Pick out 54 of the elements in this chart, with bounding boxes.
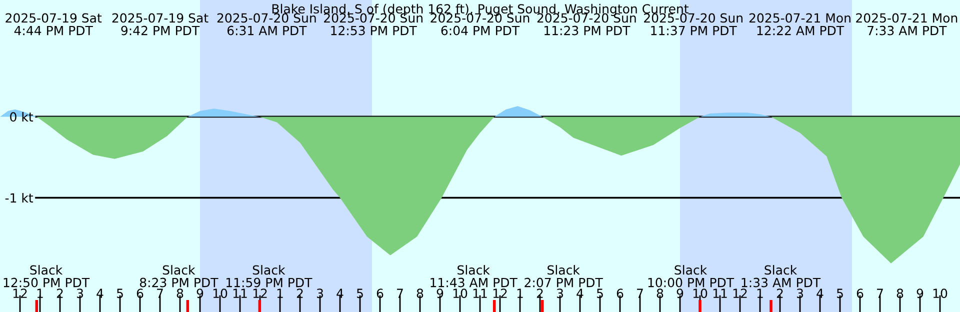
x-tick-label: 5 [596,288,603,298]
annotation: 2025-07-21 Mon 7:33 AM PDT [856,13,958,36]
x-tick-label: 5 [836,288,843,298]
x-tick-label: 10 [693,288,708,298]
x-tick-label: 5 [116,288,123,298]
annotation: 2025-07-19 Sat 4:44 PM PDT [6,13,102,36]
annotation: 2025-07-19 Sat 9:42 PM PDT [112,13,208,36]
x-tick-label: 2 [296,288,303,298]
x-tick-label: 10 [933,288,948,298]
annotation: Slack 11:59 PM PDT [226,265,312,288]
x-tick-label: 10 [453,288,468,298]
x-tick-label: 3 [76,288,83,298]
x-tick-label: 5 [356,288,363,298]
x-tick-label: 4 [816,288,824,298]
x-tick-label: 9 [916,288,924,298]
annotation: 2025-07-20 Sun 6:31 AM PDT [217,13,316,36]
y-tick-label: 0 kt [10,112,34,122]
x-tick-label: 6 [856,288,864,298]
x-tick-label: 6 [376,288,384,298]
annotation: Slack 8:23 PM PDT [140,265,218,288]
x-tick-label: 3 [556,288,563,298]
x-tick-label: 12 [733,288,747,298]
annotation: Slack 12:50 PM PDT [4,265,90,288]
annotation: Slack 10:00 PM PDT [648,265,734,288]
x-tick-label: 6 [136,288,144,298]
x-tick-label: 8 [896,288,904,298]
y-tick-label: -1 kt [5,192,34,202]
x-tick-label: 11 [233,288,247,298]
x-tick-label: 8 [656,288,664,298]
annotation: Slack 11:43 AM PDT [430,265,518,288]
annotation: Slack 1:33 AM PDT [742,265,821,288]
x-tick-label: 2 [776,288,783,298]
annotation: 2025-07-20 Sun 11:37 PM PDT [644,13,742,36]
x-tick-label: 10 [213,288,228,298]
x-tick-label: 3 [316,288,323,298]
x-tick-label: 3 [796,288,803,298]
x-tick-label: 4 [576,288,584,298]
x-tick-label: 8 [416,288,424,298]
x-tick-label: 9 [196,288,204,298]
x-tick-label: 2 [536,288,543,298]
x-tick-label: 11 [713,288,727,298]
x-tick-label: 9 [676,288,684,298]
x-tick-label: 12 [13,288,27,298]
annotation: 2025-07-21 Mon 12:22 AM PDT [749,13,850,36]
x-tick-label: 9 [436,288,444,298]
annotation: Slack 2:07 PM PDT [524,265,603,288]
x-tick-label: 2 [56,288,63,298]
x-tick-label: 6 [616,288,624,298]
x-tick-label: 8 [176,288,184,298]
x-tick-label: 12 [493,288,507,298]
x-tick-label: 4 [96,288,104,298]
x-tick-label: 4 [336,288,344,298]
x-tick-label: 11 [473,288,487,298]
x-tick-label: 12 [253,288,267,298]
